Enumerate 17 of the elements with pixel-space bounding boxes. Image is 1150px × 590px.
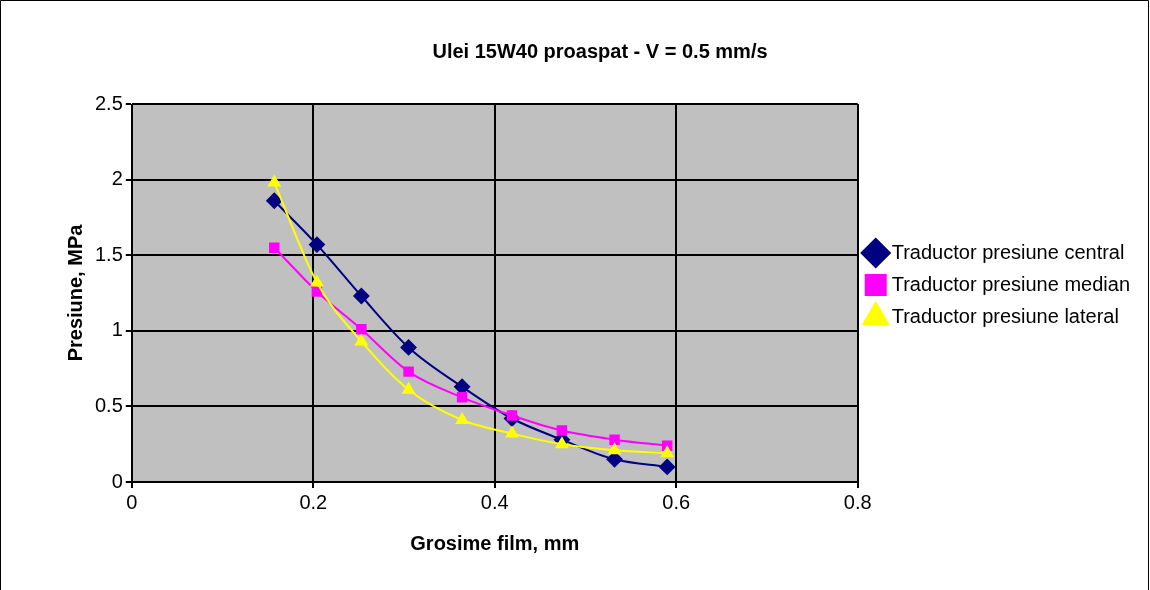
y-axis-title: Presiune, MPa: [63, 223, 86, 362]
y-tick-label: 0.5: [94, 393, 123, 416]
y-tick-label: 0: [111, 469, 123, 492]
x-tick-label: 0.2: [299, 490, 328, 513]
x-axis-title: Grosime film, mm: [410, 531, 580, 554]
legend-label: Traductor presiune lateral: [891, 304, 1119, 327]
legend-label: Traductor presiune median: [891, 272, 1131, 295]
legend-label: Traductor presiune central: [891, 240, 1125, 263]
y-tick-label: 1: [111, 318, 123, 341]
y-tick-label: 2.5: [94, 91, 123, 114]
y-tick-label: 2: [111, 167, 123, 190]
chart-title: Ulei 15W40 proaspat - V = 0.5 mm/s: [432, 39, 768, 62]
x-tick-label: 0: [126, 490, 138, 513]
x-tick-label: 0.8: [843, 490, 872, 513]
x-tick-label: 0.4: [480, 490, 509, 513]
y-tick-label: 1.5: [94, 242, 123, 265]
x-tick-label: 0.6: [662, 490, 691, 513]
